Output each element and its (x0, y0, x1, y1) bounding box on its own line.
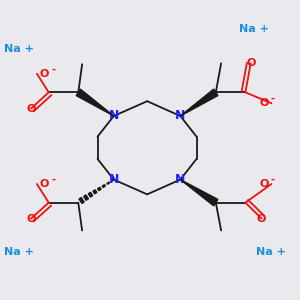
Text: N: N (175, 110, 185, 122)
Polygon shape (88, 192, 93, 197)
Polygon shape (84, 195, 88, 200)
Text: N: N (175, 173, 185, 186)
Text: O: O (40, 179, 49, 189)
Polygon shape (102, 184, 105, 188)
Polygon shape (112, 179, 114, 181)
Text: O: O (26, 214, 36, 224)
Text: O: O (259, 179, 269, 189)
Text: Na +: Na + (256, 247, 286, 257)
Polygon shape (107, 182, 110, 184)
Polygon shape (76, 89, 114, 116)
Text: O: O (40, 69, 49, 79)
Text: O: O (259, 98, 269, 108)
Polygon shape (180, 180, 218, 206)
Polygon shape (79, 197, 84, 203)
Text: Na +: Na + (4, 247, 34, 257)
Polygon shape (98, 187, 101, 191)
Text: -: - (51, 64, 55, 74)
Text: Na +: Na + (4, 44, 34, 54)
Polygon shape (93, 190, 97, 194)
Polygon shape (180, 89, 218, 116)
Text: O: O (26, 103, 36, 114)
Text: O: O (246, 58, 255, 68)
Text: O: O (257, 214, 266, 224)
Text: Na +: Na + (239, 24, 268, 34)
Text: N: N (109, 173, 119, 186)
Text: -: - (271, 94, 275, 104)
Text: -: - (51, 175, 55, 184)
Text: -: - (271, 175, 275, 184)
Text: N: N (109, 110, 119, 122)
